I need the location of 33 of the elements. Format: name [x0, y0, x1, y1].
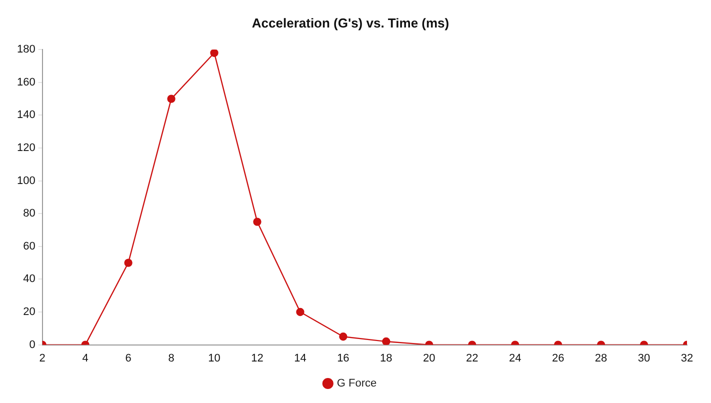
x-tick-label: 26: [552, 352, 564, 364]
x-tick-label: 6: [125, 352, 132, 364]
x-tick-label: 22: [466, 352, 478, 364]
y-tick-label: 60: [23, 240, 36, 252]
y-tick-label: 0: [29, 338, 36, 351]
y-tick-label: 160: [16, 76, 36, 88]
point: [124, 258, 132, 267]
legend-label: G Force: [336, 378, 377, 390]
x-tick-label: 30: [638, 352, 650, 364]
point: [167, 94, 176, 103]
y-tick-label: 80: [23, 208, 36, 220]
y-tick-label: 120: [16, 142, 36, 154]
x-tick-label: 16: [337, 352, 350, 364]
x-tick-label: 8: [168, 352, 174, 364]
x-tick-label: 4: [82, 352, 88, 364]
point: [382, 337, 390, 345]
y-tick-label: 40: [23, 273, 36, 286]
y-tick-label: 100: [16, 174, 36, 187]
x-tick-label: 20: [423, 352, 436, 364]
x-tick-label: 28: [594, 352, 608, 364]
x-tick-label: 2: [39, 352, 46, 364]
y-tick-label: 140: [16, 109, 36, 122]
y-tick-label: 180: [16, 44, 36, 56]
x-tick-label: 14: [294, 352, 306, 364]
x-tick-label: 10: [208, 352, 220, 364]
chart-title: Acceleration (G's) vs. Time (ms): [252, 15, 450, 30]
x-tick-label: 24: [508, 352, 522, 364]
point: [210, 50, 218, 57]
x-tick-label: 32: [680, 352, 694, 364]
point: [253, 218, 262, 226]
x-tick-label: 18: [380, 352, 392, 364]
y-tick-label: 20: [23, 306, 36, 318]
x-tick-label: 12: [251, 352, 264, 364]
